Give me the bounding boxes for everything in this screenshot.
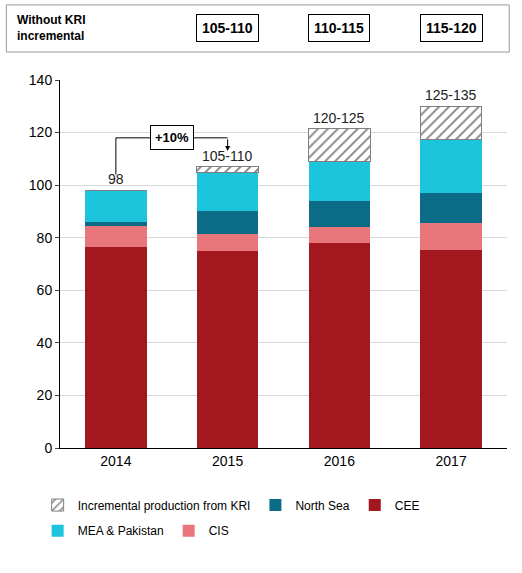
svg-text:115-120: 115-120 [426, 20, 477, 36]
svg-text:2017: 2017 [436, 453, 467, 469]
svg-text:North Sea: North Sea [295, 499, 349, 513]
svg-text:40: 40 [37, 335, 53, 351]
svg-text:2014: 2014 [100, 453, 131, 469]
svg-text:80: 80 [37, 230, 53, 246]
svg-text:2015: 2015 [212, 453, 243, 469]
svg-text:125-135: 125-135 [425, 87, 477, 103]
svg-text:MEA & Pakistan: MEA & Pakistan [78, 524, 164, 538]
svg-text:140: 140 [29, 72, 53, 88]
svg-text:120: 120 [29, 124, 53, 140]
svg-text:60: 60 [37, 282, 53, 298]
svg-text:CIS: CIS [209, 524, 229, 538]
svg-text:100: 100 [29, 177, 53, 193]
svg-text:105-110: 105-110 [202, 20, 253, 36]
svg-text:120-125: 120-125 [313, 110, 365, 126]
svg-text:Without KRIincremental: Without KRIincremental [17, 13, 86, 43]
svg-text:CEE: CEE [395, 499, 420, 513]
svg-text:20: 20 [37, 387, 53, 403]
svg-text:Incremental production from KR: Incremental production from KRI [78, 499, 251, 513]
svg-text:98: 98 [108, 171, 124, 187]
svg-text:2016: 2016 [324, 453, 355, 469]
svg-text:+10%: +10% [155, 130, 189, 145]
svg-text:110-115: 110-115 [314, 20, 364, 36]
svg-text:0: 0 [44, 440, 52, 456]
svg-text:105-110: 105-110 [202, 148, 253, 164]
